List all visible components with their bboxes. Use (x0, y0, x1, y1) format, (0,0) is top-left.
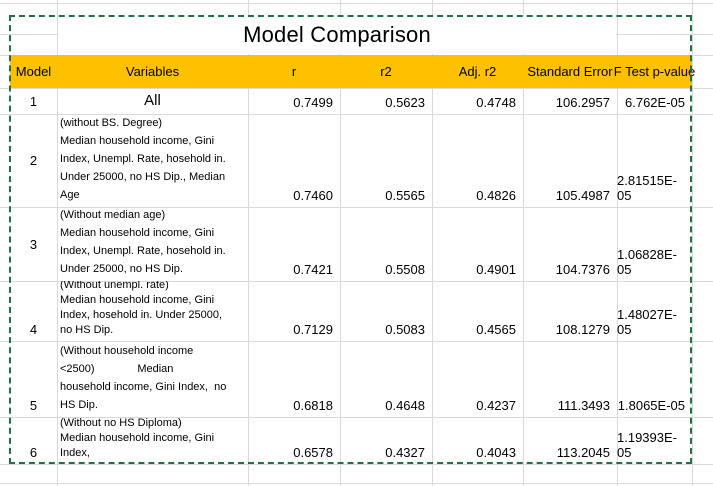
column-header-f-test-p-value[interactable]: F Test p-value (613, 64, 696, 79)
cell-f-test-p-value[interactable]: 6.762E-05 (625, 95, 685, 110)
column-header-adj-r2[interactable]: Adj. r2 (458, 64, 497, 79)
table-row: 2 (without BS. Degree) Median household … (0, 114, 713, 207)
cell-standard-error[interactable]: 111.3493 (557, 398, 610, 413)
cell-f-test-p-value[interactable]: 2.81515E-05 (617, 173, 677, 203)
cell-adj-r2[interactable]: 0.4237 (476, 398, 516, 413)
cell-r2[interactable]: 0.5623 (385, 95, 425, 110)
column-header-model[interactable]: Model (15, 64, 52, 79)
table-title[interactable]: Model Comparison (58, 16, 616, 54)
cell-adj-r2[interactable]: 0.4748 (476, 95, 516, 110)
cell-standard-error[interactable]: 108.1279 (555, 322, 610, 337)
cell-adj-r2[interactable]: 0.4901 (476, 262, 516, 277)
cell-f-test-p-value[interactable]: 1.19393E-05 (617, 430, 677, 460)
header-row-background (10, 55, 692, 88)
cell-adj-r2[interactable]: 0.4043 (476, 445, 516, 460)
cell-r[interactable]: 0.7460 (293, 188, 333, 203)
cell-r[interactable]: 0.6578 (293, 445, 333, 460)
cell-variables[interactable]: (Without median age) Median household in… (60, 209, 226, 275)
cell-r[interactable]: 0.7421 (293, 262, 333, 277)
cell-standard-error[interactable]: 104.7376 (555, 262, 610, 277)
table-row: 3 (Without median age) Median household … (0, 207, 713, 281)
column-header-r[interactable]: r (291, 64, 297, 79)
cell-r2[interactable]: 0.5083 (385, 322, 425, 337)
cell-adj-r2[interactable]: 0.4565 (476, 322, 516, 337)
cell-variables[interactable]: (without BS. Degree) Median household in… (60, 117, 226, 201)
cell-f-test-p-value[interactable]: 1.8065E-05 (617, 398, 685, 413)
table-row: 6 (Without no HS Diploma) Median househo… (0, 417, 713, 464)
cell-r[interactable]: 0.7499 (293, 95, 333, 110)
cell-adj-r2[interactable]: 0.4826 (476, 188, 516, 203)
cell-model[interactable]: 5 (29, 398, 38, 413)
column-header-standard-error[interactable]: Standard Error (527, 64, 613, 79)
cell-model[interactable]: 6 (29, 445, 38, 460)
cell-standard-error[interactable]: 105.4987 (555, 188, 610, 203)
column-header-r2[interactable]: r2 (380, 64, 392, 79)
column-header-variables[interactable]: Variables (125, 64, 180, 79)
cell-f-test-p-value[interactable]: 1.48027E-05 (617, 307, 677, 337)
cell-standard-error[interactable]: 106.2957 (555, 95, 610, 110)
cell-r2[interactable]: 0.5508 (385, 262, 425, 277)
cell-r[interactable]: 0.6818 (293, 398, 333, 413)
cell-r2[interactable]: 0.4648 (385, 398, 425, 413)
cell-f-test-p-value[interactable]: 1.06828E-05 (617, 247, 677, 277)
table-row: 1 All 0.7499 0.5623 0.4748 106.2957 6.76… (0, 88, 713, 114)
cell-standard-error[interactable]: 113.2045 (556, 445, 610, 460)
cell-r[interactable]: 0.7129 (293, 322, 333, 337)
cell-model[interactable]: 4 (29, 322, 38, 337)
cell-variables[interactable]: (Without household income <2500) Median … (60, 345, 227, 411)
cell-r2[interactable]: 0.4327 (385, 445, 425, 460)
cell-model[interactable]: 1 (29, 93, 38, 109)
cell-variables[interactable]: (Without no HS Diploma) Median household… (60, 417, 215, 459)
cell-model[interactable]: 2 (29, 153, 38, 168)
cell-variables[interactable]: All (144, 92, 161, 109)
cell-model[interactable]: 3 (29, 236, 38, 252)
cell-variables[interactable]: (Without unempl. rate) Median household … (60, 281, 223, 336)
table-row: 4 (Without unempl. rate) Median househol… (0, 281, 713, 341)
cell-r2[interactable]: 0.5565 (385, 188, 425, 203)
table-row: 5 (Without household income <2500) Media… (0, 341, 713, 417)
